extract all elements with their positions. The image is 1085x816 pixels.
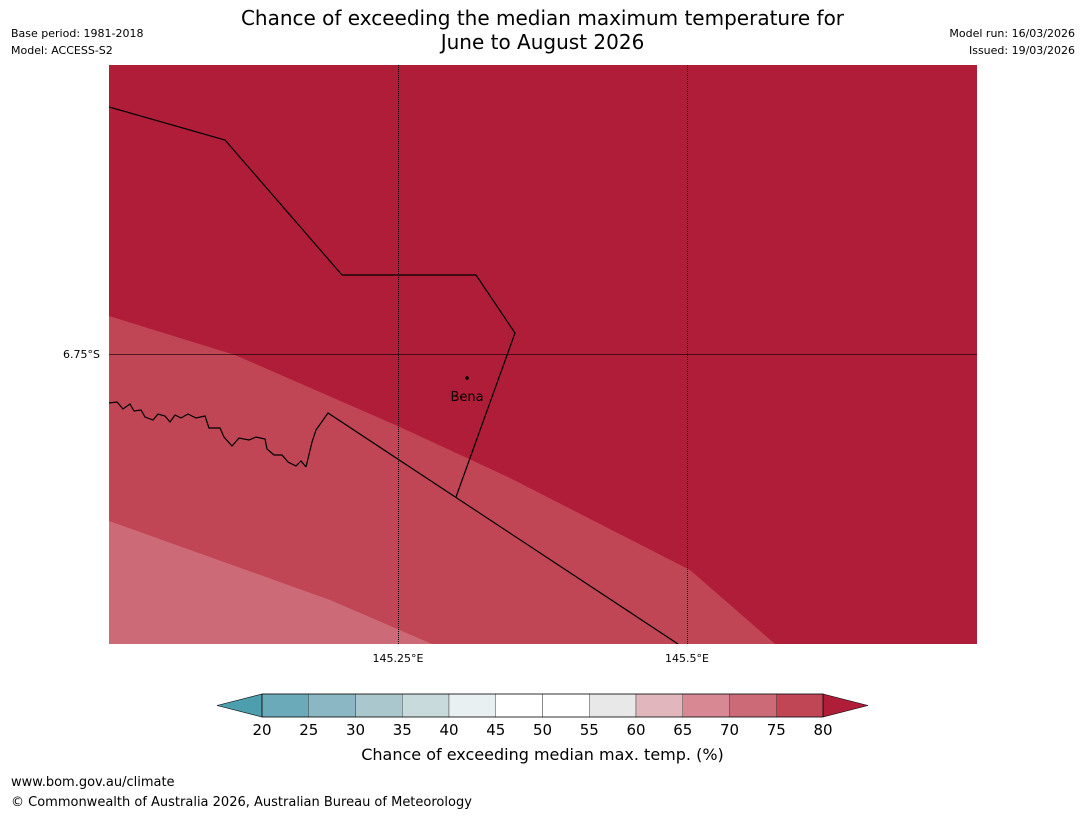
base-period: Base period: 1981-2018 (11, 27, 144, 40)
colorbar-tick-label: 30 (346, 721, 365, 739)
colorbar-title: Chance of exceeding median max. temp. (%… (361, 745, 724, 764)
colorbar-tick-label: 55 (580, 721, 599, 739)
footer-copyright: © Commonwealth of Australia 2026, Austra… (11, 795, 472, 810)
probability-band-70-75 (109, 521, 432, 644)
colorbar-bin (402, 693, 450, 718)
lat-label-6-75: 6.75°S (63, 348, 100, 361)
colorbar-tick-label: 65 (673, 721, 692, 739)
colorbar-bin (682, 693, 730, 718)
title-line-1: Chance of exceeding the median maximum t… (240, 6, 845, 30)
colorbar-tick-label: 75 (767, 721, 786, 739)
coastline-river (109, 401, 307, 468)
town-label: Bena (450, 390, 483, 405)
colorbar-tick-label: 35 (393, 721, 412, 739)
colorbar-tick-label: 60 (626, 721, 645, 739)
model-run: Model run: 16/03/2026 (949, 27, 1075, 40)
colorbar-over-arrow (822, 693, 869, 718)
colorbar-bin (495, 693, 543, 718)
colorbar-tick-label: 25 (299, 721, 318, 739)
colorbar-bin (261, 693, 309, 718)
lon-label-145-25: 145.25°E (373, 652, 424, 665)
probability-band-75-80 (109, 316, 775, 644)
title-line-2: June to August 2026 (440, 30, 645, 54)
colorbar-tick-label: 20 (252, 721, 271, 739)
footer-url[interactable]: www.bom.gov.au/climate (11, 775, 175, 790)
colorbar-tick-label: 50 (533, 721, 552, 739)
colorbar-outline (261, 693, 824, 718)
meta-left: Base period: 1981-2018 Model: ACCESS-S2 (11, 25, 143, 59)
lon-label-145-5: 145.5°E (665, 652, 709, 665)
province-boundary-south (305, 412, 679, 644)
colorbar-bin (542, 693, 590, 718)
colorbar-bin (448, 693, 496, 718)
town-marker-icon (465, 376, 469, 380)
colorbar-bin (635, 693, 683, 718)
colorbar-bin (776, 693, 824, 718)
colorbar-bin (589, 693, 637, 718)
issued-date: Issued: 19/03/2026 (968, 44, 1075, 57)
colorbar-tick-label: 80 (813, 721, 832, 739)
colorbar-tick-label: 40 (439, 721, 458, 739)
map-title: Chance of exceeding the median maximum t… (0, 6, 1085, 54)
colorbar-tick-label: 70 (720, 721, 739, 739)
colorbar: 20 25 30 35 40 45 50 55 60 65 70 75 80 (216, 693, 869, 739)
colorbar-tick-label: 45 (486, 721, 505, 739)
province-boundary-north (109, 106, 516, 498)
model-name: Model: ACCESS-S2 (11, 44, 113, 57)
colorbar-bin (308, 693, 356, 718)
meta-right: Model run: 16/03/2026 Issued: 19/03/2026 (949, 25, 1075, 59)
colorbar-bin (355, 693, 403, 718)
colorbar-under-arrow (216, 693, 263, 718)
colorbar-bin (729, 693, 777, 718)
